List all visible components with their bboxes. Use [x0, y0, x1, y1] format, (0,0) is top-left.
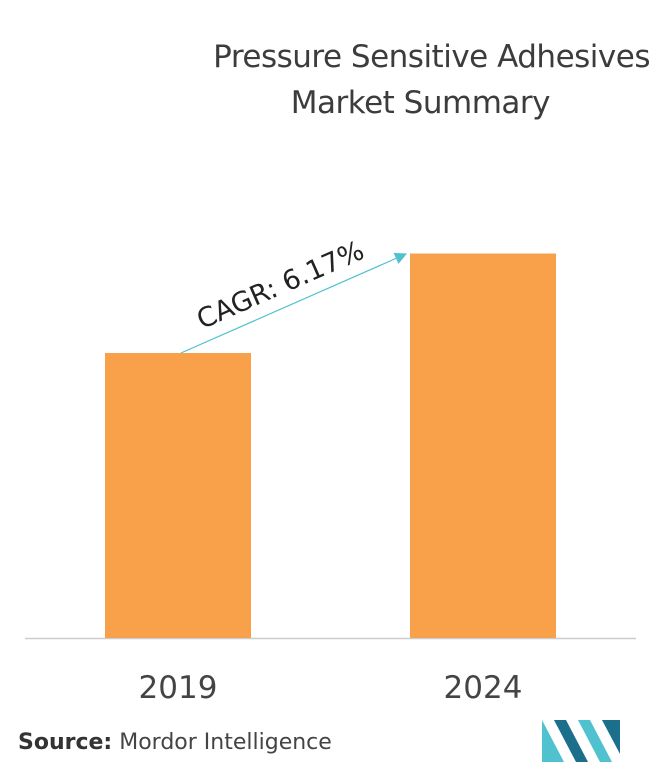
cagr-annotation: CAGR: 6.17% — [192, 235, 368, 336]
source-text: Mordor Intelligence — [119, 730, 332, 755]
source-label: Source: — [18, 730, 113, 755]
bar-chart: CAGR: 6.17% 2019 2024 — [25, 235, 636, 706]
x-tick-label-2024: 2024 — [444, 670, 523, 706]
title-line-1: Pressure Sensitive Adhesives — [213, 39, 650, 75]
bar-2024 — [410, 253, 556, 638]
mordor-intelligence-logo-icon — [542, 720, 620, 762]
title-line-2: Market Summary — [290, 85, 551, 121]
cagr-arrowhead — [393, 252, 407, 264]
cagr-arrow — [180, 257, 397, 354]
bar-2019 — [105, 353, 251, 638]
source-note: Source: Mordor Intelligence — [18, 730, 332, 755]
chart-title: Pressure Sensitive Adhesives Market Summ… — [120, 34, 650, 126]
x-tick-label-2019: 2019 — [139, 670, 218, 706]
